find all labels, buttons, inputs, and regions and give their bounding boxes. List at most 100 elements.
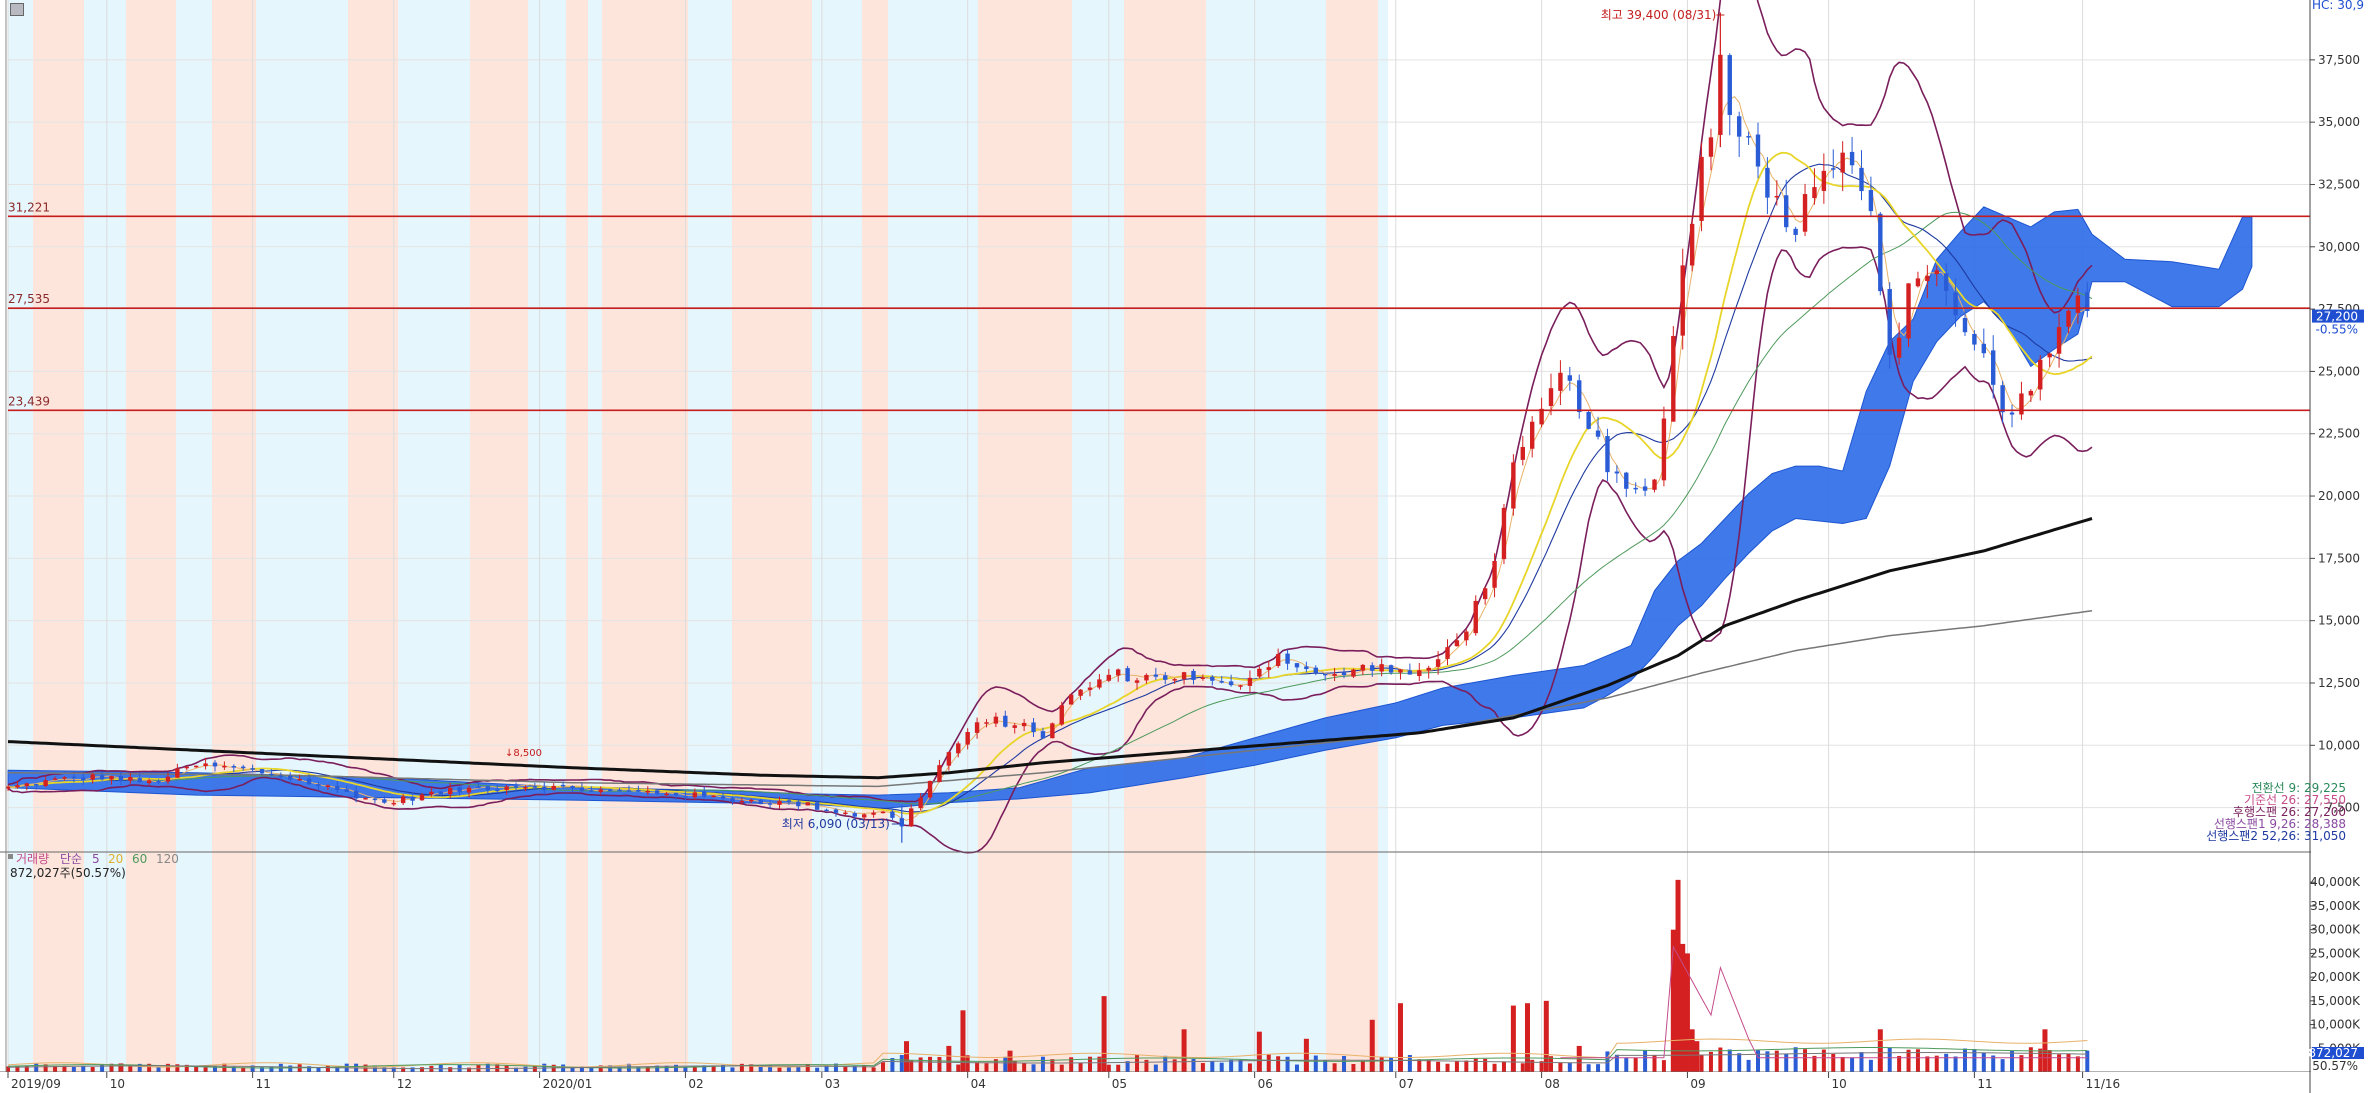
marker-annotation: ↓8,500 bbox=[505, 748, 542, 759]
candle-up bbox=[203, 763, 208, 767]
time-tick-label: 09 bbox=[1690, 1077, 1705, 1091]
volume-bar-spike bbox=[1680, 943, 1686, 1072]
candle-up bbox=[880, 811, 886, 814]
volume-bar-up bbox=[6, 1066, 10, 1072]
volume-bar-up bbox=[325, 1065, 330, 1072]
candle-up bbox=[165, 776, 171, 782]
volume-legend-item: 단순 bbox=[60, 852, 82, 866]
volume-bar-up bbox=[1803, 1049, 1808, 1072]
background-band bbox=[1326, 0, 1378, 1093]
volume-legend-item: 120 bbox=[156, 852, 179, 866]
price-tick-label: 35,000 bbox=[2318, 115, 2360, 129]
candle-up bbox=[664, 793, 669, 796]
candle-down bbox=[786, 800, 792, 803]
menu-icon[interactable] bbox=[10, 3, 24, 16]
background-band bbox=[1072, 0, 1124, 1093]
last-change-label: -0.55% bbox=[2316, 323, 2358, 337]
candle-down bbox=[495, 789, 500, 792]
volume-bar-up bbox=[1360, 1060, 1365, 1072]
volume-bar-up bbox=[1530, 1059, 1535, 1072]
volume-bar-down bbox=[702, 1065, 707, 1072]
volume-bar-down bbox=[335, 1066, 340, 1072]
volume-bar-up bbox=[1144, 1059, 1149, 1072]
candle-up bbox=[2075, 295, 2081, 313]
volume-tick-label: 10,000K bbox=[2310, 1018, 2361, 1032]
candle-down bbox=[833, 809, 839, 813]
volume-bar-up bbox=[598, 1065, 603, 1072]
volume-bar-spike bbox=[1694, 1041, 1700, 1072]
volume-bar-down bbox=[391, 1067, 396, 1072]
volume-bar-down bbox=[1727, 1049, 1732, 1072]
volume-bar-up bbox=[1116, 1064, 1121, 1072]
candle-down bbox=[1163, 675, 1168, 680]
volume-bar-up bbox=[1483, 1058, 1488, 1072]
candle-down bbox=[250, 768, 255, 770]
volume-bar-spike bbox=[1524, 1003, 1530, 1072]
candle-up bbox=[1247, 677, 1253, 686]
candle-up bbox=[739, 800, 745, 803]
volume-bar-down bbox=[1163, 1055, 1168, 1072]
candle-up bbox=[52, 778, 58, 780]
candle-down bbox=[156, 781, 161, 783]
candle-down bbox=[673, 793, 679, 796]
candle-up bbox=[1181, 672, 1187, 680]
time-tick-label: 2020/01 bbox=[543, 1077, 593, 1091]
volume-bar-up bbox=[711, 1065, 716, 1072]
candle-down bbox=[1614, 471, 1620, 474]
volume-bar-down bbox=[1294, 1064, 1299, 1072]
candle-down bbox=[1784, 195, 1789, 228]
candle-up bbox=[1417, 670, 1422, 677]
candle-down bbox=[1210, 676, 1215, 681]
volume-bar-down bbox=[514, 1067, 519, 1072]
price-tick-label: 10,000 bbox=[2318, 738, 2360, 752]
volume-bar-up bbox=[53, 1065, 58, 1072]
candle-down bbox=[1341, 672, 1347, 676]
candle-down bbox=[137, 778, 142, 783]
volume-bar-down bbox=[1229, 1059, 1234, 1072]
volume-bar-spike bbox=[1543, 1000, 1549, 1072]
volume-bar-down bbox=[1643, 1050, 1648, 1072]
volume-bar-down bbox=[1596, 1064, 1601, 1072]
volume-bar-up bbox=[43, 1064, 48, 1072]
candle-up bbox=[419, 794, 425, 801]
background-band bbox=[812, 0, 862, 1093]
candle-down bbox=[1642, 486, 1648, 491]
candle-up bbox=[965, 732, 970, 745]
time-axis-panel bbox=[0, 1072, 2368, 1093]
candle-up bbox=[1068, 694, 1074, 705]
background-band bbox=[212, 0, 256, 1093]
volume-bar-down bbox=[1191, 1058, 1196, 1072]
candle-down bbox=[560, 784, 566, 787]
level-label: 27,535 bbox=[8, 292, 50, 306]
background-band bbox=[176, 0, 212, 1093]
volume-bar-down bbox=[1040, 1056, 1045, 1072]
volume-bar-up bbox=[918, 1057, 923, 1072]
volume-bar-up bbox=[1022, 1062, 1027, 1072]
volume-bar-up bbox=[1172, 1059, 1177, 1072]
volume-bar-up bbox=[184, 1064, 189, 1072]
candle-up bbox=[146, 780, 152, 784]
volume-bar-down bbox=[1238, 1059, 1243, 1072]
volume-bar-spike bbox=[1670, 929, 1676, 1072]
candle-down bbox=[457, 787, 462, 793]
background-band bbox=[126, 0, 176, 1093]
candle-down bbox=[1388, 665, 1394, 673]
volume-bar-up bbox=[2038, 1048, 2043, 1072]
candle-down bbox=[438, 791, 443, 795]
candle-down bbox=[306, 778, 312, 785]
candle-up bbox=[400, 796, 406, 804]
candle-down bbox=[81, 777, 86, 781]
ichimoku-legend-item: 기준선 26: 27,550 bbox=[2244, 793, 2346, 807]
volume-bar-up bbox=[1549, 1056, 1554, 1072]
volume-bar-up bbox=[1520, 1063, 1525, 1072]
volume-bar-down bbox=[269, 1066, 274, 1072]
candle-down bbox=[1577, 380, 1582, 413]
volume-bar-down bbox=[1953, 1056, 1958, 1072]
volume-bar-down bbox=[1887, 1047, 1892, 1072]
volume-last-badge bbox=[2312, 1047, 2364, 1059]
bollinger-upper-line bbox=[7, 0, 2093, 803]
volume-bar-down bbox=[1944, 1053, 1949, 1072]
candle-up bbox=[1106, 674, 1112, 681]
price-axis-panel bbox=[2311, 0, 2368, 1093]
candle-up bbox=[1360, 664, 1366, 671]
